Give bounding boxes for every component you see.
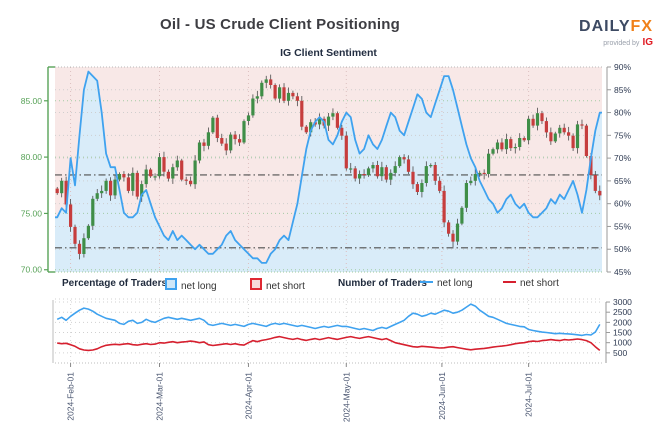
svg-text:2024-Mar-01: 2024-Mar-01 (155, 372, 165, 421)
svg-text:80%: 80% (614, 108, 631, 118)
brand-daily: DAILY (579, 18, 631, 35)
svg-text:80.00: 80.00 (21, 152, 43, 162)
svg-text:90%: 90% (614, 62, 631, 72)
svg-text:2500: 2500 (613, 307, 632, 317)
page-title: Oil - US Crude Client Positioning (160, 16, 400, 33)
svg-text:75.00: 75.00 (21, 208, 43, 218)
svg-text:85.00: 85.00 (21, 96, 43, 106)
legend-pct-net-long-label: net long (181, 281, 217, 292)
legend-pct-net-short: net short (250, 278, 305, 292)
svg-text:70%: 70% (614, 153, 631, 163)
net-long-area-swatch-icon (165, 278, 177, 290)
svg-text:1000: 1000 (613, 338, 632, 348)
svg-text:70.00: 70.00 (21, 265, 43, 275)
provided-by-label: provided by (603, 39, 640, 47)
svg-text:65%: 65% (614, 176, 631, 186)
svg-text:60%: 60% (614, 199, 631, 209)
net-long-line-swatch-icon (420, 281, 433, 283)
svg-text:3000: 3000 (613, 297, 632, 307)
svg-text:55%: 55% (614, 221, 631, 231)
svg-text:500: 500 (613, 348, 627, 358)
chart-legend: Percentage of Traders net long net short… (0, 277, 667, 292)
svg-text:2024-Jul-01: 2024-Jul-01 (524, 372, 534, 417)
legend-number-of-traders: Number of Traders (338, 278, 427, 289)
legend-pct-net-long: net long (165, 278, 217, 292)
svg-text:50%: 50% (614, 244, 631, 254)
svg-text:2024-May-01: 2024-May-01 (341, 372, 351, 422)
ig-logo: IG (642, 36, 653, 48)
brand-fx: FX (630, 18, 653, 35)
svg-text:2024-Apr-01: 2024-Apr-01 (243, 372, 253, 420)
dailyfx-logo: DAILYFX provided by IG (579, 18, 653, 48)
svg-text:85%: 85% (614, 85, 631, 95)
legend-num-net-long: net long (420, 278, 473, 289)
svg-text:75%: 75% (614, 130, 631, 140)
legend-num-net-long-label: net long (437, 278, 473, 289)
svg-text:2024-Feb-01: 2024-Feb-01 (66, 372, 76, 421)
chart-subtitle: IG Client Sentiment (280, 47, 377, 59)
legend-percentage-of-traders: Percentage of Traders (62, 278, 168, 289)
net-short-line-swatch-icon (503, 281, 516, 283)
svg-text:1500: 1500 (613, 328, 632, 338)
provided-by: provided by IG (579, 37, 653, 48)
legend-num-net-short: net short (503, 278, 559, 289)
svg-text:45%: 45% (614, 267, 631, 277)
svg-text:2024-Jun-01: 2024-Jun-01 (437, 372, 447, 420)
dailyfx-wordmark: DAILYFX (579, 18, 653, 36)
net-short-area-swatch-icon (250, 278, 262, 290)
svg-text:2000: 2000 (613, 317, 632, 327)
legend-num-net-short-label: net short (520, 278, 559, 289)
legend-pct-net-short-label: net short (266, 281, 305, 292)
